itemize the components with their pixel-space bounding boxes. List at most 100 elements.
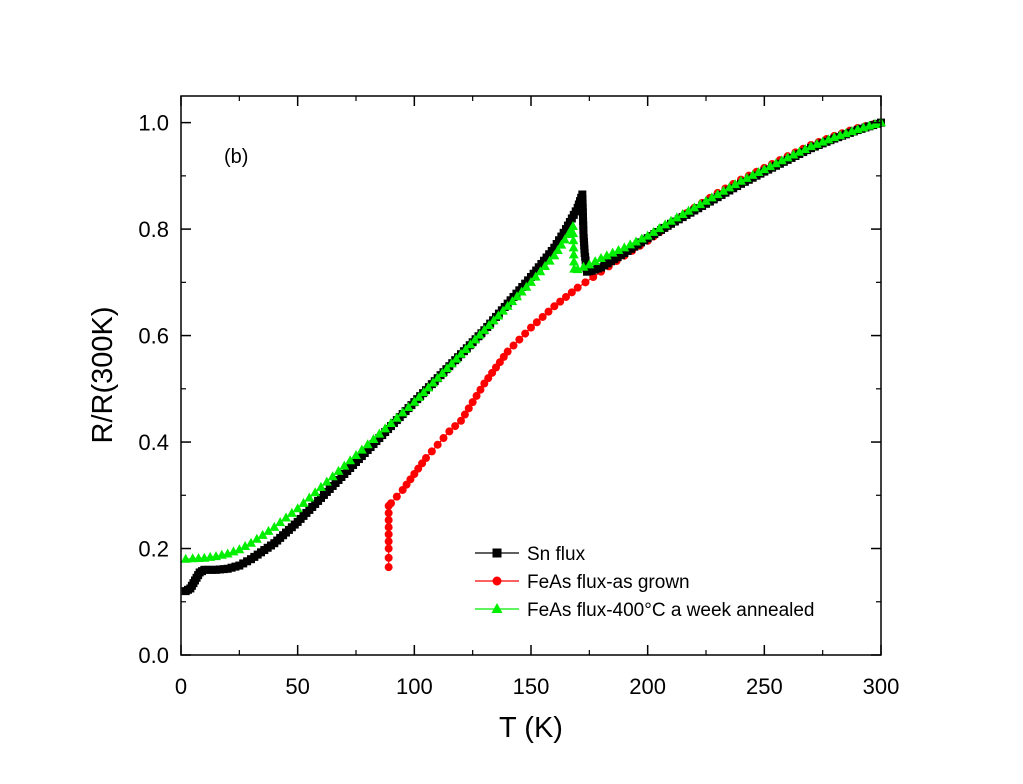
data-point [509,341,518,350]
data-point [439,434,448,443]
data-point [568,249,579,259]
data-point [460,410,469,419]
data-point [607,247,618,257]
data-point [423,382,434,392]
data-point [527,323,535,332]
data-point [384,523,393,532]
data-point [613,244,624,254]
data-point [251,533,262,543]
data-point [445,427,454,436]
data-point [689,202,700,212]
data-point [572,264,583,274]
data-point [442,363,452,373]
data-point [464,404,473,413]
data-point [292,503,303,513]
data-point [695,199,706,209]
data-point [356,444,367,454]
legend-item: FeAs flux-400°C a week annealed [475,600,815,621]
data-point [351,449,361,459]
legend-item: Sn flux [475,544,586,565]
data-point [567,288,576,297]
data-point [502,300,513,310]
data-point [380,423,391,433]
data-point [304,492,315,502]
data-point [298,497,309,507]
data-point [384,509,393,518]
data-point [578,212,587,221]
data-point [741,172,752,182]
data-point [811,138,822,148]
data-point [409,396,420,406]
data-point [384,553,393,562]
y-tick-label: 0.8 [138,217,169,242]
data-point [474,329,485,339]
data-point [736,175,746,185]
x-tick-label: 100 [396,674,433,699]
legend-marker [492,576,502,586]
data-point [333,465,344,475]
data-point [573,283,582,292]
data-point [568,228,579,238]
data-point [568,242,579,252]
data-point [747,169,758,179]
data-point [428,377,438,387]
data-point [660,219,671,229]
data-point [521,329,530,338]
data-point [418,387,429,397]
data-point [384,563,393,572]
data-point [823,134,834,144]
data-point [460,344,471,354]
data-point [619,242,630,252]
data-point [753,166,764,176]
data-point [397,407,408,417]
data-point [384,516,393,525]
data-point [234,544,245,554]
series-feas-flux-400-c-a-week-annealed [180,117,886,563]
data-point [310,487,321,497]
data-point [468,398,477,407]
data-point [512,291,522,301]
data-point [180,553,191,563]
data-point [384,530,393,539]
data-point [776,155,787,165]
data-point [794,146,805,156]
data-point [470,334,480,344]
data-point [590,256,601,266]
x-tick-label: 200 [629,674,666,699]
data-point [275,517,286,527]
data-point [516,286,527,296]
data-point [765,161,776,171]
data-point [568,235,579,245]
data-point [457,416,465,425]
data-point [579,225,588,234]
data-point [544,307,553,316]
data-point [387,499,395,508]
data-point [451,353,462,363]
x-tick-label: 50 [285,674,309,699]
data-point [493,310,504,320]
data-point [246,537,256,547]
data-point [706,192,717,202]
data-point [601,250,612,260]
data-point [433,440,442,449]
legend-item: FeAs flux-as grown [475,572,690,593]
data-point [437,367,448,377]
data-point [712,189,723,199]
data-point [498,305,508,315]
data-point [578,261,589,271]
data-point [530,271,541,281]
data-point [683,205,694,215]
data-point [579,217,588,226]
data-point [257,529,268,539]
data-point [636,233,647,243]
data-point [730,179,741,189]
data-point [817,136,828,146]
data-point [476,385,485,394]
data-point [671,212,682,222]
data-point [345,455,356,465]
data-point [427,447,436,456]
data-point [800,143,811,153]
axes: 0 50 100 150 200 250 300 0.0 0.2 0.4 0.6 0.8 1.0 [138,96,899,699]
data-point [562,292,570,301]
